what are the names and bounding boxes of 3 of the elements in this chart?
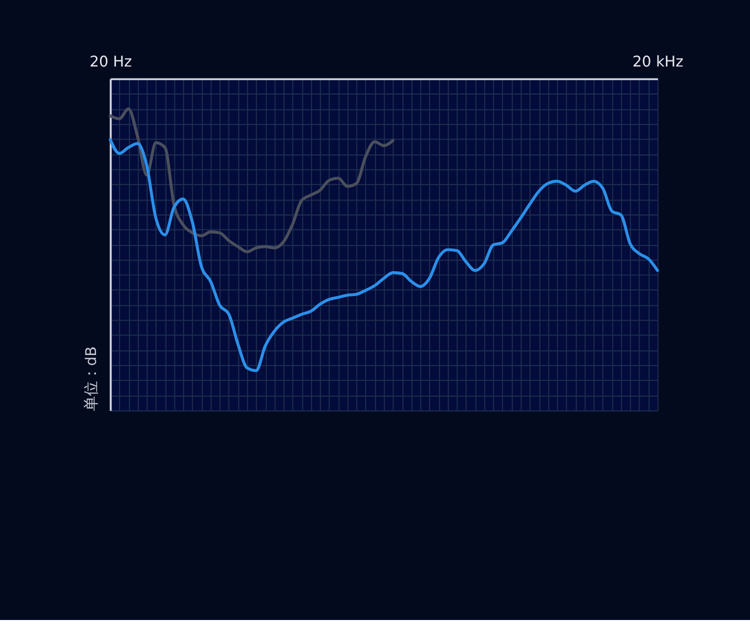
x-tick-label: 20 Hz [90,53,132,70]
x-tick-label: 20 kHz [632,53,684,70]
y-axis-title: 单位：dB [82,346,100,411]
